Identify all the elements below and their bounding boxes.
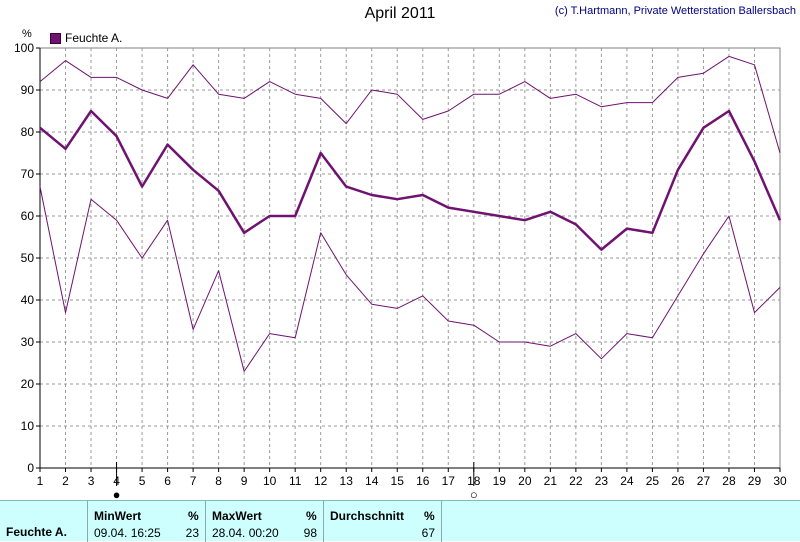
x-tick-label: 19 (493, 474, 507, 488)
x-tick-label: 7 (190, 474, 197, 488)
stats-min-col: MinWert % 09.04. 16:25 23 (88, 501, 206, 542)
min-time: 09.04. 16:25 (94, 526, 161, 540)
stats-row-label: Feuchte A. (6, 525, 67, 539)
series-line-avg (39, 109, 782, 251)
x-tick-label: 20 (518, 474, 532, 488)
copyright-credit: (c) T.Hartmann, Private Wetterstation Ba… (554, 5, 796, 17)
x-tick-label: 24 (620, 474, 634, 488)
x-tick-label: 11 (289, 474, 302, 488)
x-tick-label: 8 (215, 474, 222, 488)
y-tick-label: 70 (21, 167, 35, 181)
x-tick-label: 14 (365, 474, 379, 488)
max-header: MaxWert (212, 509, 262, 523)
y-tick-label: 100 (14, 41, 34, 55)
x-tick-label: 13 (340, 474, 354, 488)
x-tick-label: 5 (139, 474, 146, 488)
series-line-min (39, 186, 781, 372)
max-unit: % (306, 509, 317, 523)
y-tick-label: 0 (27, 461, 34, 475)
y-axis-unit: % (22, 28, 32, 40)
series-line-max (39, 55, 781, 154)
legend-swatch (50, 32, 61, 44)
y-tick-label: 30 (21, 335, 35, 349)
legend-label: Feuchte A. (65, 31, 123, 45)
x-tick-label: 23 (595, 474, 609, 488)
avg-unit: % (424, 509, 435, 523)
y-tick-label: 10 (21, 419, 35, 433)
x-tick-label: 29 (748, 474, 762, 488)
max-value: 98 (303, 526, 317, 540)
x-tick-label: 12 (314, 474, 328, 488)
humidity-line-chart: 0102030405060708090100123456789101112131… (14, 41, 787, 500)
moon-phase-new-icon: ○ (470, 487, 478, 500)
x-tick-label: 28 (722, 474, 736, 488)
min-unit: % (188, 509, 199, 523)
stats-max-col: MaxWert % 28.04. 00:20 98 (206, 501, 324, 542)
y-tick-label: 20 (21, 377, 35, 391)
avg-value: 67 (421, 526, 435, 540)
x-tick-label: 9 (241, 474, 248, 488)
y-tick-label: 80 (21, 125, 35, 139)
x-tick-label: 6 (164, 474, 171, 488)
statistics-bar: Feuchte A. MinWert % 09.04. 16:25 23 Max… (0, 500, 800, 542)
legend: Feuchte A. (50, 31, 122, 45)
chart-title: April 2011 (364, 5, 436, 22)
x-tick-label: 16 (416, 474, 430, 488)
x-tick-label: 26 (671, 474, 685, 488)
min-header: MinWert (94, 509, 142, 523)
y-tick-label: 90 (21, 83, 35, 97)
moon-phase-full-icon: ● (113, 487, 121, 500)
y-tick-label: 50 (21, 251, 35, 265)
x-tick-label: 10 (263, 474, 277, 488)
stats-avg-col: Durchschnitt % 67 (324, 501, 442, 542)
x-tick-label: 17 (442, 474, 456, 488)
x-tick-label: 2 (62, 474, 69, 488)
x-tick-label: 30 (773, 474, 787, 488)
avg-header: Durchschnitt (330, 509, 405, 523)
y-tick-label: 40 (21, 293, 35, 307)
x-tick-label: 22 (569, 474, 583, 488)
x-tick-label: 27 (697, 474, 711, 488)
x-tick-label: 25 (646, 474, 660, 488)
chart-area: April 2011 (c) T.Hartmann, Private Wette… (14, 5, 796, 500)
x-tick-label: 21 (544, 474, 558, 488)
max-time: 28.04. 00:20 (212, 526, 279, 540)
min-value: 23 (185, 526, 199, 540)
y-tick-label: 60 (21, 209, 35, 223)
x-tick-label: 3 (88, 474, 95, 488)
x-tick-label: 15 (391, 474, 405, 488)
x-tick-label: 1 (37, 474, 44, 488)
stats-label-col: Feuchte A. (0, 501, 88, 542)
